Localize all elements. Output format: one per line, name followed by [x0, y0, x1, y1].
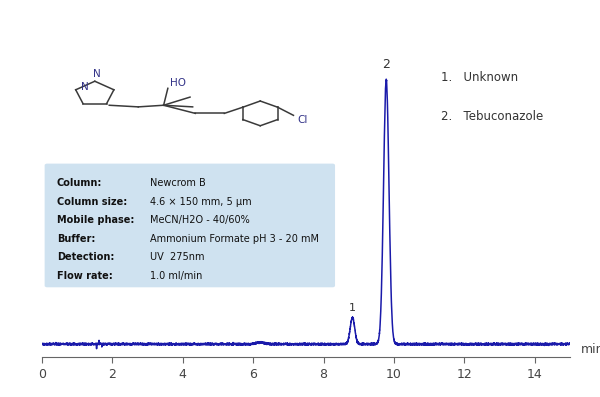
Text: 1.   Unknown: 1. Unknown — [440, 71, 518, 84]
Text: N: N — [92, 69, 100, 79]
Text: HO: HO — [170, 79, 187, 89]
FancyBboxPatch shape — [44, 164, 335, 287]
Text: 2.   Tebuconazole: 2. Tebuconazole — [440, 110, 543, 123]
Text: N: N — [82, 81, 89, 92]
Text: 2: 2 — [382, 58, 390, 71]
Text: Column size:: Column size: — [57, 197, 127, 207]
Text: 1.0 ml/min: 1.0 ml/min — [150, 271, 203, 281]
Text: Mobile phase:: Mobile phase: — [57, 215, 134, 225]
Text: UV  275nm: UV 275nm — [150, 252, 205, 262]
Text: min: min — [581, 343, 600, 356]
Text: Cl: Cl — [297, 115, 308, 125]
Text: MeCN/H2O - 40/60%: MeCN/H2O - 40/60% — [150, 215, 250, 225]
Text: 1: 1 — [349, 303, 356, 313]
Text: 4.6 × 150 mm, 5 μm: 4.6 × 150 mm, 5 μm — [150, 197, 252, 207]
Text: Ammonium Formate pH 3 - 20 mM: Ammonium Formate pH 3 - 20 mM — [150, 234, 319, 244]
Text: Detection:: Detection: — [57, 252, 114, 262]
Text: Newcrom B: Newcrom B — [150, 178, 206, 188]
Text: Buffer:: Buffer: — [57, 234, 95, 244]
Text: Flow rate:: Flow rate: — [57, 271, 113, 281]
Text: Column:: Column: — [57, 178, 102, 188]
